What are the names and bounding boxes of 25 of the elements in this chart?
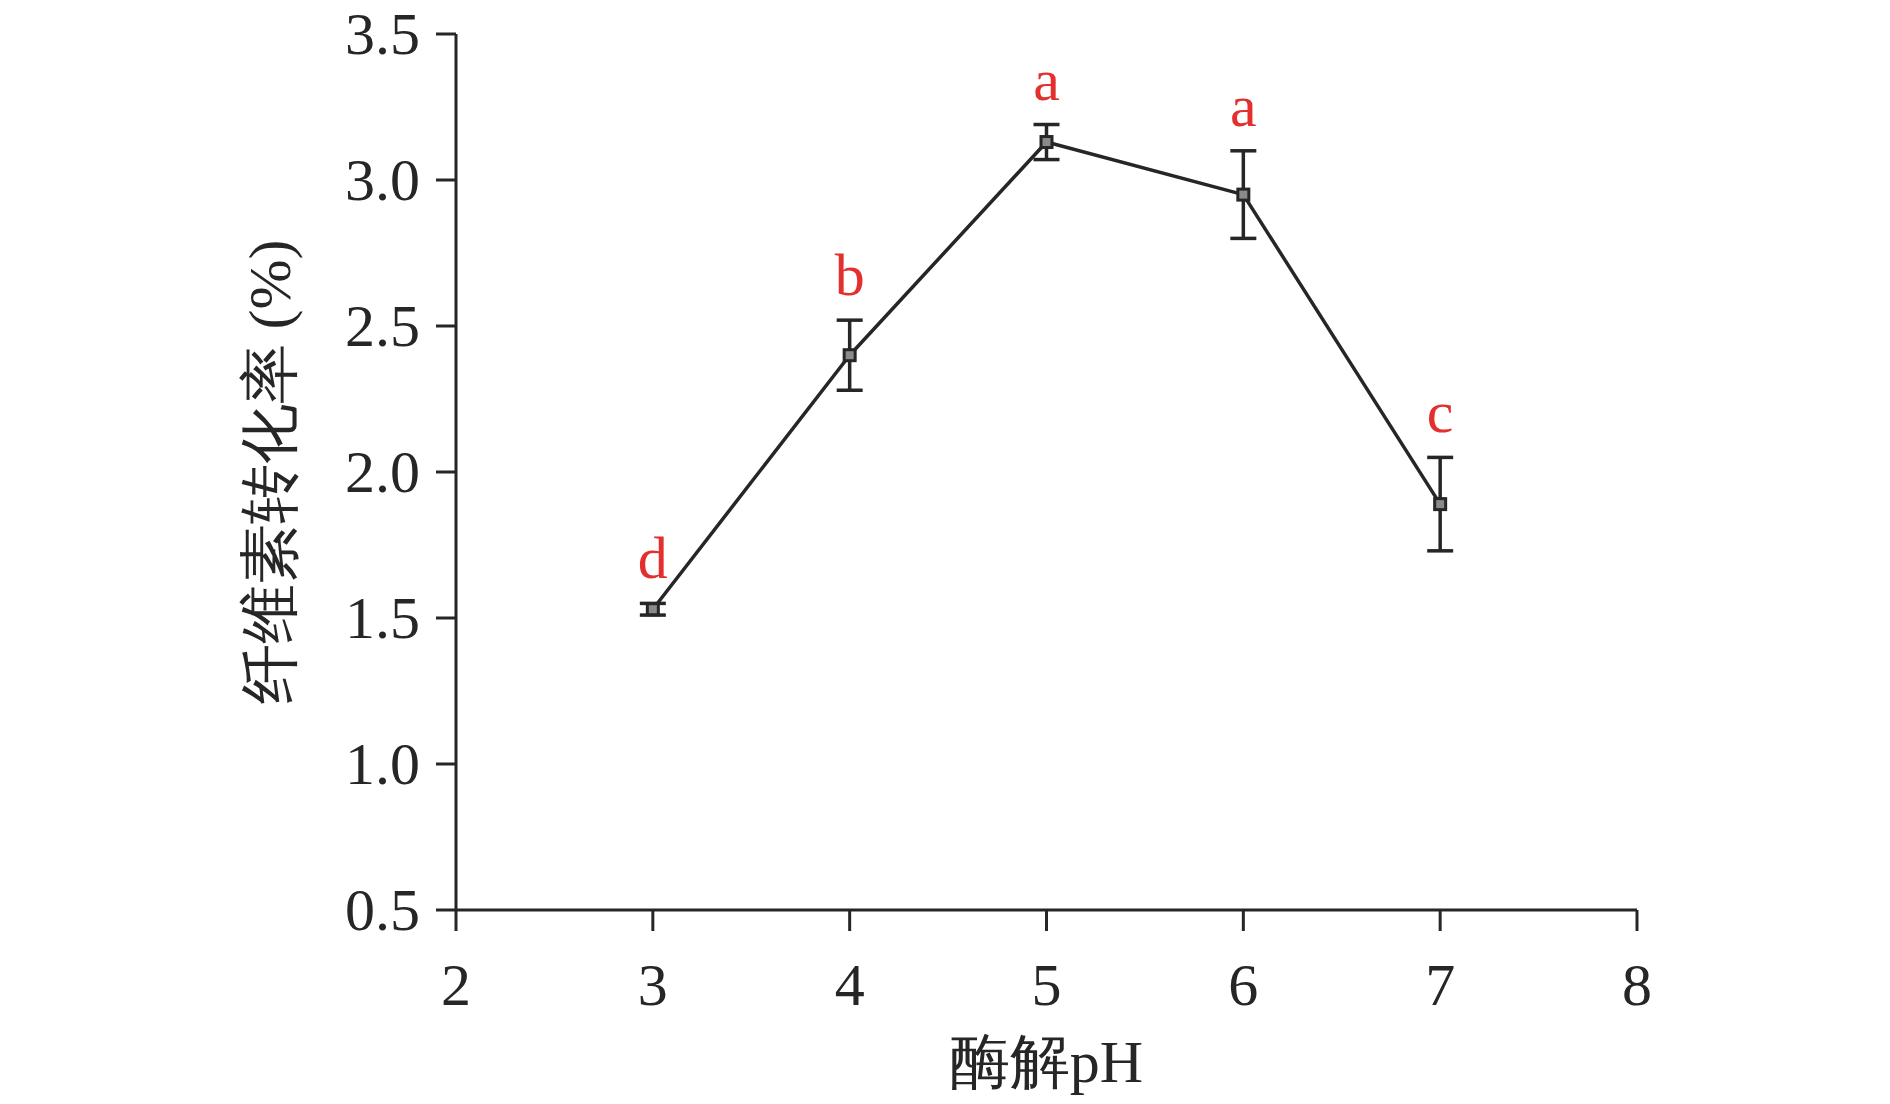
x-tick-label: 5 bbox=[1031, 952, 1062, 1018]
point bbox=[1039, 135, 1054, 150]
y-tick-label: 3.0 bbox=[345, 147, 420, 213]
annotation: a bbox=[1033, 46, 1060, 113]
x-axis-title: 酶解pH bbox=[949, 1029, 1144, 1095]
x-tick-label: 4 bbox=[834, 952, 865, 1018]
y-tick-label: 0.5 bbox=[345, 877, 420, 943]
x-tick-label: 7 bbox=[1425, 952, 1456, 1018]
annotation: b bbox=[834, 242, 865, 309]
annotation: d bbox=[637, 525, 668, 592]
x-tick-label: 3 bbox=[637, 952, 668, 1018]
x-tick-label: 2 bbox=[441, 952, 471, 1018]
point bbox=[1433, 497, 1448, 512]
point bbox=[842, 348, 857, 363]
x-tick-label: 6 bbox=[1228, 952, 1259, 1018]
annotation: c bbox=[1426, 379, 1454, 446]
annotation: a bbox=[1230, 72, 1257, 139]
y-tick-label: 2.5 bbox=[345, 293, 420, 359]
y-axis-title: 纤维素转化率 (%) bbox=[237, 239, 303, 705]
x-tick-label: 8 bbox=[1622, 952, 1652, 1018]
y-tick-label: 2.0 bbox=[345, 439, 420, 505]
y-tick-label: 3.5 bbox=[345, 1, 420, 67]
y-tick-label: 1.5 bbox=[345, 585, 420, 651]
y-tick-label: 1.0 bbox=[345, 731, 420, 797]
point bbox=[1236, 187, 1251, 202]
